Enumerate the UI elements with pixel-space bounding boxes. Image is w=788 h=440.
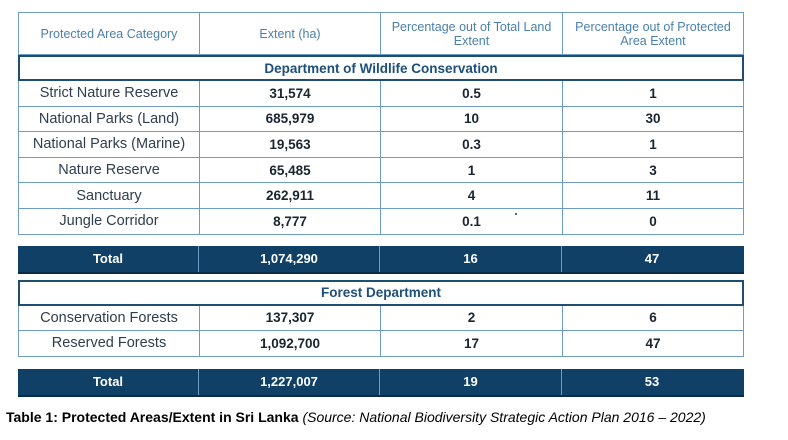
- cell-category: Nature Reserve: [19, 157, 200, 183]
- table-row: Conservation Forests 137,307 2 6: [18, 305, 744, 332]
- total-label: Total: [18, 245, 199, 272]
- section-title-forest: Forest Department: [18, 279, 744, 306]
- cell-pct-protected: 0: [649, 213, 657, 229]
- cell-category: National Parks (Marine): [19, 132, 200, 157]
- total-extent: 1,074,290: [199, 245, 380, 272]
- protected-areas-table: Protected Area Category Extent (ha) Perc…: [18, 12, 744, 397]
- cell-pct-protected: 6: [649, 310, 657, 326]
- cell-extent: 1,092,700: [200, 331, 381, 356]
- cell-pct-protected: 11: [645, 188, 661, 204]
- cell-extent: 31,574: [200, 81, 381, 106]
- header-category: Protected Area Category: [19, 13, 200, 54]
- table-row: Nature Reserve 65,485 1 3: [18, 157, 744, 184]
- total-pct-land: 19: [380, 368, 562, 395]
- cell-extent: 685,979: [200, 106, 381, 132]
- table-row: Strict Nature Reserve 31,574 0.5 1: [18, 81, 744, 107]
- total-extent: 1,227,007: [199, 368, 380, 395]
- cell-pct-protected: 30: [645, 111, 661, 127]
- table-row: Jungle Corridor 8,777 0.1 0: [18, 208, 744, 235]
- cell-category: National Parks (Land): [19, 106, 200, 132]
- total-row-forest: Total 1,227,007 19 53: [18, 368, 744, 397]
- cell-pct-protected: 3: [649, 162, 657, 178]
- table-row: Reserved Forests 1,092,700 17 47: [18, 331, 744, 357]
- header-extent: Extent (ha): [200, 13, 381, 54]
- table-row: National Parks (Marine) 19,563 0.3 1: [18, 132, 744, 158]
- stray-dot: [515, 213, 517, 215]
- cell-pct-land: 17: [381, 331, 563, 356]
- header-pct-land: Percentage out of Total Land Extent: [381, 13, 563, 54]
- cell-category: Sanctuary: [19, 183, 200, 208]
- cell-extent: 8,777: [200, 208, 381, 234]
- header-pct-protected: Percentage out of Protected Area Extent: [575, 19, 731, 48]
- cell-category: Reserved Forests: [19, 331, 200, 356]
- table-row: Sanctuary 262,911 4 11: [18, 183, 744, 209]
- total-row-wildlife: Total 1,074,290 16 47: [18, 245, 744, 274]
- cell-pct-land: 0.3: [381, 132, 563, 157]
- cell-pct-protected: 47: [645, 335, 661, 351]
- cell-pct-land: 10: [381, 106, 563, 132]
- cell-pct-land: 1: [381, 157, 563, 183]
- table-caption: Table 1: Protected Areas/Extent in Sri L…: [6, 409, 706, 425]
- cell-pct-protected: 1: [649, 136, 657, 152]
- cell-extent: 19,563: [200, 132, 381, 157]
- cell-category: Jungle Corridor: [19, 208, 200, 234]
- section-title-wildlife: Department of Wildlife Conservation: [18, 55, 744, 81]
- cell-pct-land: 0.1: [381, 208, 563, 234]
- total-label: Total: [18, 368, 199, 395]
- total-pct-land: 16: [380, 245, 562, 272]
- total-pct-protected: 53: [644, 374, 660, 390]
- cell-category: Strict Nature Reserve: [19, 81, 200, 106]
- cell-pct-land: 0.5: [381, 81, 563, 106]
- cell-pct-land: 4: [381, 183, 563, 208]
- cell-category: Conservation Forests: [19, 305, 200, 331]
- total-pct-protected: 47: [644, 251, 660, 267]
- cell-extent: 65,485: [200, 157, 381, 183]
- caption-title: Table 1: Protected Areas/Extent in Sri L…: [6, 409, 299, 425]
- table-header-row: Protected Area Category Extent (ha) Perc…: [18, 12, 744, 55]
- caption-source: (Source: National Biodiversity Strategic…: [302, 409, 706, 425]
- cell-pct-protected: 1: [649, 85, 657, 101]
- cell-pct-land: 2: [381, 305, 563, 331]
- table-row: National Parks (Land) 685,979 10 30: [18, 106, 744, 133]
- cell-extent: 137,307: [200, 305, 381, 331]
- cell-extent: 262,911: [200, 183, 381, 208]
